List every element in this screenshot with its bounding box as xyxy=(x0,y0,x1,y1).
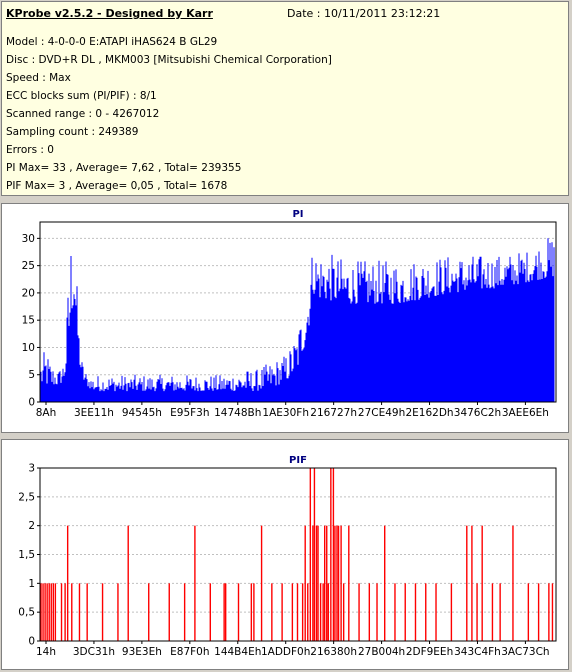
pi-xtick-label: 2E162Dh xyxy=(405,407,453,419)
pif-title: PIF xyxy=(289,455,307,466)
pi-xtick-label: 3AEE6Eh xyxy=(502,407,549,419)
pi-title: PI xyxy=(292,209,303,220)
pif-xtick-label: 144B4Eh xyxy=(214,646,261,658)
disc-line: Disc : DVD+R DL , MKM003 [Mitsubishi Che… xyxy=(6,54,332,66)
pif-chart-panel: PIF 0 0,5 1 1,5 2 2,5 3 14h 3DC31h 93E3Eh E87F0h 144… xyxy=(1,439,569,670)
pi-xtick-label: E95F3h xyxy=(170,407,209,419)
pif-xtick-label: 93E3Eh xyxy=(122,646,162,658)
pif-ytick-label: 1 xyxy=(28,578,35,590)
pif-summary-line: PIF Max= 3 , Average= 0,05 , Total= 1678 xyxy=(6,180,228,192)
pi-xtick-label: 27CE49h xyxy=(358,407,405,419)
pi-ytick-label: 10 xyxy=(22,342,35,354)
pi-plot-border xyxy=(39,221,557,403)
pi-xtick-label: 216727h xyxy=(310,407,357,419)
pi-summary-line: PI Max= 33 , Average= 7,62 , Total= 2393… xyxy=(6,162,242,174)
pif-ytick-label: 0 xyxy=(28,636,35,648)
pif-xtick-label: 14h xyxy=(36,646,56,658)
pi-ytick-label: 25 xyxy=(22,260,35,272)
app-title: KProbe v2.5.2 - Designed by Karr xyxy=(6,7,213,20)
scan-date: Date : 10/11/2011 23:12:21 xyxy=(287,7,441,20)
pif-xtick-label: E87F0h xyxy=(170,646,209,658)
errors-line: Errors : 0 xyxy=(6,144,54,156)
pif-xtick-label: 3AC73Ch xyxy=(501,646,549,658)
pif-ytick-label: 1,5 xyxy=(18,549,35,561)
disc-info-panel: KProbe v2.5.2 - Designed by Karr Date : … xyxy=(1,1,569,196)
model-line: Model : 4-0-0-0 E:ATAPI iHAS624 B GL29 xyxy=(6,36,218,48)
pi-ytick-label: 0 xyxy=(28,397,35,409)
pif-xtick-label: 1ADDF0h xyxy=(261,646,310,658)
pif-plot-border xyxy=(39,467,557,642)
pif-xtick-label: 27B004h xyxy=(358,646,405,658)
sampling-count-line: Sampling count : 249389 xyxy=(6,126,139,138)
pif-xtick-label: 3DC31h xyxy=(73,646,115,658)
pi-xtick-label: 3476C2h xyxy=(454,407,501,419)
pif-xtick-label: 2DF9EEh xyxy=(406,646,453,658)
pif-ytick-label: 3 xyxy=(28,463,35,475)
pif-ytick-label: 2,5 xyxy=(18,491,35,503)
pi-xtick-label: 3EE11h xyxy=(74,407,114,419)
pi-ytick-label: 30 xyxy=(22,233,35,245)
pi-ytick-label: 15 xyxy=(22,315,35,327)
pi-ytick-label: 20 xyxy=(22,287,35,299)
pif-xtick-label: 343C4Fh xyxy=(454,646,501,658)
pi-chart-panel: PI 0 5 10 15 20 25 30 8Ah 3EE11h 94545h E95F3h 14748… xyxy=(1,203,569,433)
pi-xtick-label: 1AE30Fh xyxy=(262,407,309,419)
pif-ytick-label: 0,5 xyxy=(18,607,35,619)
pi-chart: PI 0 5 10 15 20 25 30 8Ah 3EE11h 94545h E95F3h 14748… xyxy=(22,209,557,419)
pi-xtick-label: 14748Bh xyxy=(214,407,261,419)
pi-series-bars xyxy=(40,238,555,402)
scanned-range-line: Scanned range : 0 - 4267012 xyxy=(6,108,160,120)
pi-xtick-label: 8Ah xyxy=(36,407,57,419)
pif-ytick-label: 2 xyxy=(28,520,35,532)
pi-xtick-label: 94545h xyxy=(122,407,162,419)
speed-line: Speed : Max xyxy=(6,72,71,84)
ecc-line: ECC blocks sum (PI/PIF) : 8/1 xyxy=(6,90,157,102)
pi-ytick-label: 5 xyxy=(28,369,35,381)
pif-chart: PIF 0 0,5 1 1,5 2 2,5 3 14h 3DC31h 93E3Eh E87F0h 144… xyxy=(18,455,557,658)
pif-xtick-label: 216380h xyxy=(310,646,357,658)
